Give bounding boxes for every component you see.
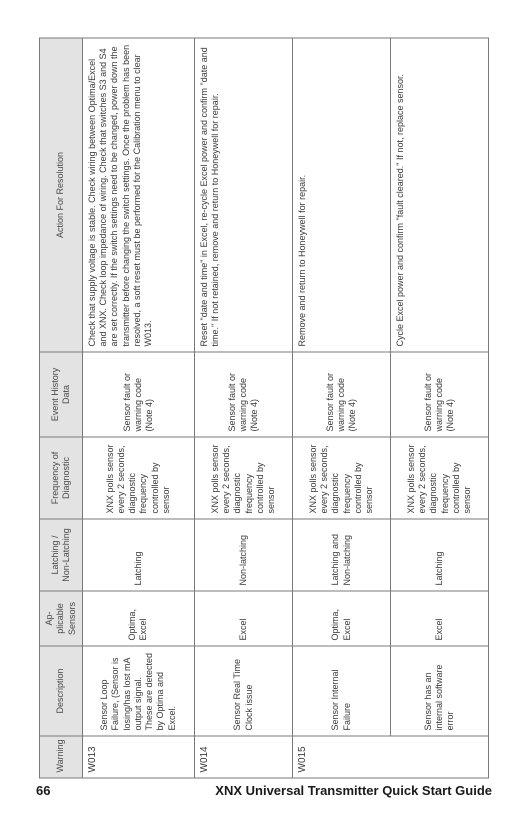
cell-sensors: Optima, Excel <box>293 591 391 646</box>
table-row: Sensor has an internal software error Ex… <box>391 38 489 778</box>
cell-sensors: Optima, Excel <box>82 591 194 646</box>
cell-latching: Non-latching <box>195 519 293 591</box>
table-row: W015 Sensor Internal Failure Optima, Exc… <box>293 38 391 778</box>
cell-latching: Latching <box>391 519 489 591</box>
col-frequency: Frequency of Diagnostic <box>40 437 83 519</box>
table-header: Warning Description Ap- plicable Sensors… <box>40 38 83 778</box>
cell-description: Sensor Internal Failure <box>293 646 391 736</box>
page: Warning Description Ap- plicable Sensors… <box>0 0 528 816</box>
cell-sensors: Excel <box>391 591 489 646</box>
cell-description: Sensor Real Time Clock issue <box>195 646 293 736</box>
cell-frequency: XNX polls sensor every 2 seconds, diagno… <box>391 437 489 519</box>
col-event: Event History Data <box>40 352 83 437</box>
col-sensors: Ap- plicable Sensors <box>40 591 83 646</box>
cell-description: Sensor Loop Failure, (Sensor is losing/h… <box>82 646 194 736</box>
warnings-table: Warning Description Ap- plicable Sensors… <box>39 38 489 779</box>
cell-sensors: Excel <box>195 591 293 646</box>
cell-latching: Latching and Non-latching <box>293 519 391 591</box>
cell-frequency: XNX polls sensor every 2 seconds, diagno… <box>82 437 194 519</box>
table-header-row: Warning Description Ap- plicable Sensors… <box>40 38 83 778</box>
cell-action: Remove and return to Honeywell for repai… <box>293 38 391 352</box>
cell-latching: Latching <box>82 519 194 591</box>
cell-description: Sensor has an internal software error <box>391 646 489 736</box>
cell-action: Reset "date and time" in Excel, re-cycle… <box>195 38 293 352</box>
page-number: 66 <box>36 783 50 798</box>
col-latching: Latching / Non-Latching <box>40 519 83 591</box>
table-row: W013 Sensor Loop Failure, (Sensor is los… <box>82 38 194 778</box>
table-rotated-wrapper: Warning Description Ap- plicable Sensors… <box>39 38 489 779</box>
col-warning: Warning <box>40 736 83 778</box>
cell-frequency: XNX polls sensor every 2 seconds, diagno… <box>195 437 293 519</box>
cell-frequency: XNX polls sensor every 2 seconds, diagno… <box>293 437 391 519</box>
page-footer: 66 XNX Universal Transmitter Quick Start… <box>36 783 492 798</box>
col-description: Description <box>40 646 83 736</box>
cell-warning-code: W015 <box>293 736 489 778</box>
cell-event: Sensor fault or warning code (Note 4) <box>195 352 293 437</box>
cell-event: Sensor fault or warning code (Note 4) <box>82 352 194 437</box>
cell-action: Cycle Excel power and confirm "fault cle… <box>391 38 489 352</box>
cell-event: Sensor fault or warning code (Note 4) <box>293 352 391 437</box>
cell-action: Check that supply voltage is stable. Che… <box>82 38 194 352</box>
table-body: W013 Sensor Loop Failure, (Sensor is los… <box>82 38 488 778</box>
cell-warning-code: W014 <box>195 736 293 778</box>
footer-title: XNX Universal Transmitter Quick Start Gu… <box>215 783 492 798</box>
table-row: W014 Sensor Real Time Clock issue Excel … <box>195 38 293 778</box>
col-action: Action For Resolution <box>40 38 83 352</box>
cell-event: Sensor fault or warning code (Note 4) <box>391 352 489 437</box>
cell-warning-code: W013 <box>82 736 194 778</box>
